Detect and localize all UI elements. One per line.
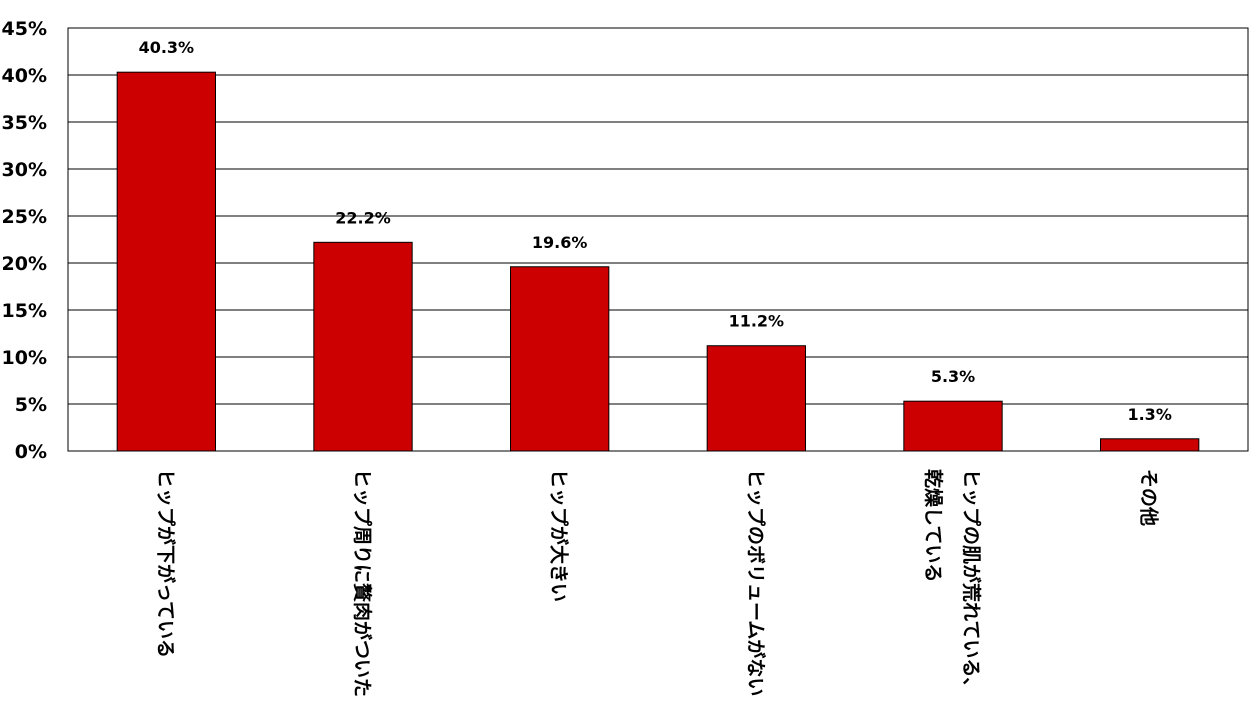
y-tick-label: 35%: [2, 112, 47, 134]
bar: [903, 400, 1003, 452]
y-tick-label: 5%: [15, 394, 47, 416]
category-labels: ヒップが下がっている ヒップ周りに贅肉がついた ヒップが大きい ヒップのボリュームがな…: [154, 469, 1160, 697]
data-label: 19.6%: [532, 233, 588, 252]
y-tick-label: 25%: [2, 206, 47, 228]
category-label: ヒップが下がっている: [154, 469, 177, 658]
bar: [116, 71, 216, 452]
data-label: 40.3%: [139, 38, 195, 57]
y-tick-label: 20%: [2, 253, 47, 275]
y-tick-label: 15%: [2, 300, 47, 322]
bar: [706, 345, 807, 452]
y-tick-label: 40%: [2, 65, 47, 87]
bar: [510, 266, 610, 452]
y-tick-label: 45%: [2, 18, 47, 40]
data-label: 11.2%: [729, 312, 785, 331]
category-label: 乾燥している: [922, 469, 945, 582]
category-label: ヒップの肌が荒れている、: [960, 469, 983, 696]
y-tick-label: 10%: [2, 347, 47, 369]
plot-area-frame: [67, 27, 1249, 452]
category-label: その他: [1138, 469, 1161, 526]
category-label: ヒップ周りに贅肉がついた: [351, 469, 374, 697]
gridlines: [68, 27, 1248, 452]
bar: [1100, 438, 1200, 452]
category-label: ヒップが大きい: [548, 469, 571, 602]
y-axis-tick-labels: 0% 5% 10% 15% 20% 25% 30% 35% 40% 45%: [2, 18, 47, 463]
data-label: 5.3%: [931, 367, 975, 386]
y-tick-label: 0%: [15, 441, 47, 463]
category-label: ヒップのボリュームがない: [744, 469, 767, 696]
bar: [313, 241, 413, 452]
data-labels: 40.3% 22.2% 19.6% 11.2% 5.3% 1.3%: [139, 38, 1172, 424]
data-label: 1.3%: [1127, 405, 1171, 424]
y-tick-label: 30%: [2, 159, 47, 181]
data-label: 22.2%: [335, 208, 391, 227]
bars: [116, 71, 1200, 452]
